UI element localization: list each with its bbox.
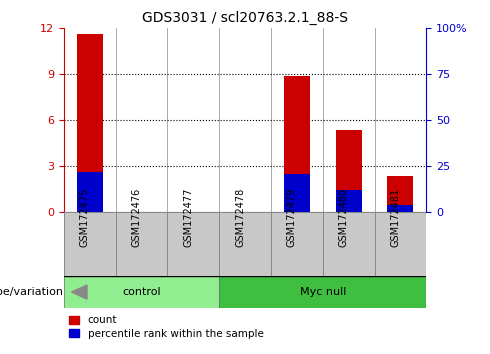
Bar xyxy=(271,212,323,276)
Bar xyxy=(374,212,426,276)
Bar xyxy=(219,212,271,276)
Polygon shape xyxy=(72,285,87,299)
Text: genotype/variation: genotype/variation xyxy=(0,287,64,297)
Text: Myc null: Myc null xyxy=(299,287,346,297)
Text: GSM172476: GSM172476 xyxy=(131,188,142,247)
Legend: count, percentile rank within the sample: count, percentile rank within the sample xyxy=(69,315,264,339)
Bar xyxy=(284,174,310,212)
Bar xyxy=(323,212,374,276)
Title: GDS3031 / scl20763.2.1_88-S: GDS3031 / scl20763.2.1_88-S xyxy=(142,10,348,24)
Bar xyxy=(388,176,414,212)
Bar xyxy=(336,190,362,212)
Bar xyxy=(64,212,116,276)
Bar xyxy=(76,34,102,212)
Bar xyxy=(76,172,102,212)
Bar xyxy=(219,276,426,308)
Bar xyxy=(167,212,219,276)
Text: GSM172478: GSM172478 xyxy=(235,188,245,247)
Text: control: control xyxy=(122,287,161,297)
Text: GSM172480: GSM172480 xyxy=(339,188,348,247)
Text: GSM172477: GSM172477 xyxy=(183,188,193,247)
Bar xyxy=(388,205,414,212)
Text: GSM172475: GSM172475 xyxy=(79,188,90,247)
Text: GSM172479: GSM172479 xyxy=(287,188,297,247)
Bar xyxy=(64,276,219,308)
Bar xyxy=(336,130,362,212)
Bar xyxy=(284,76,310,212)
Text: GSM172481: GSM172481 xyxy=(391,188,400,247)
Bar xyxy=(116,212,167,276)
